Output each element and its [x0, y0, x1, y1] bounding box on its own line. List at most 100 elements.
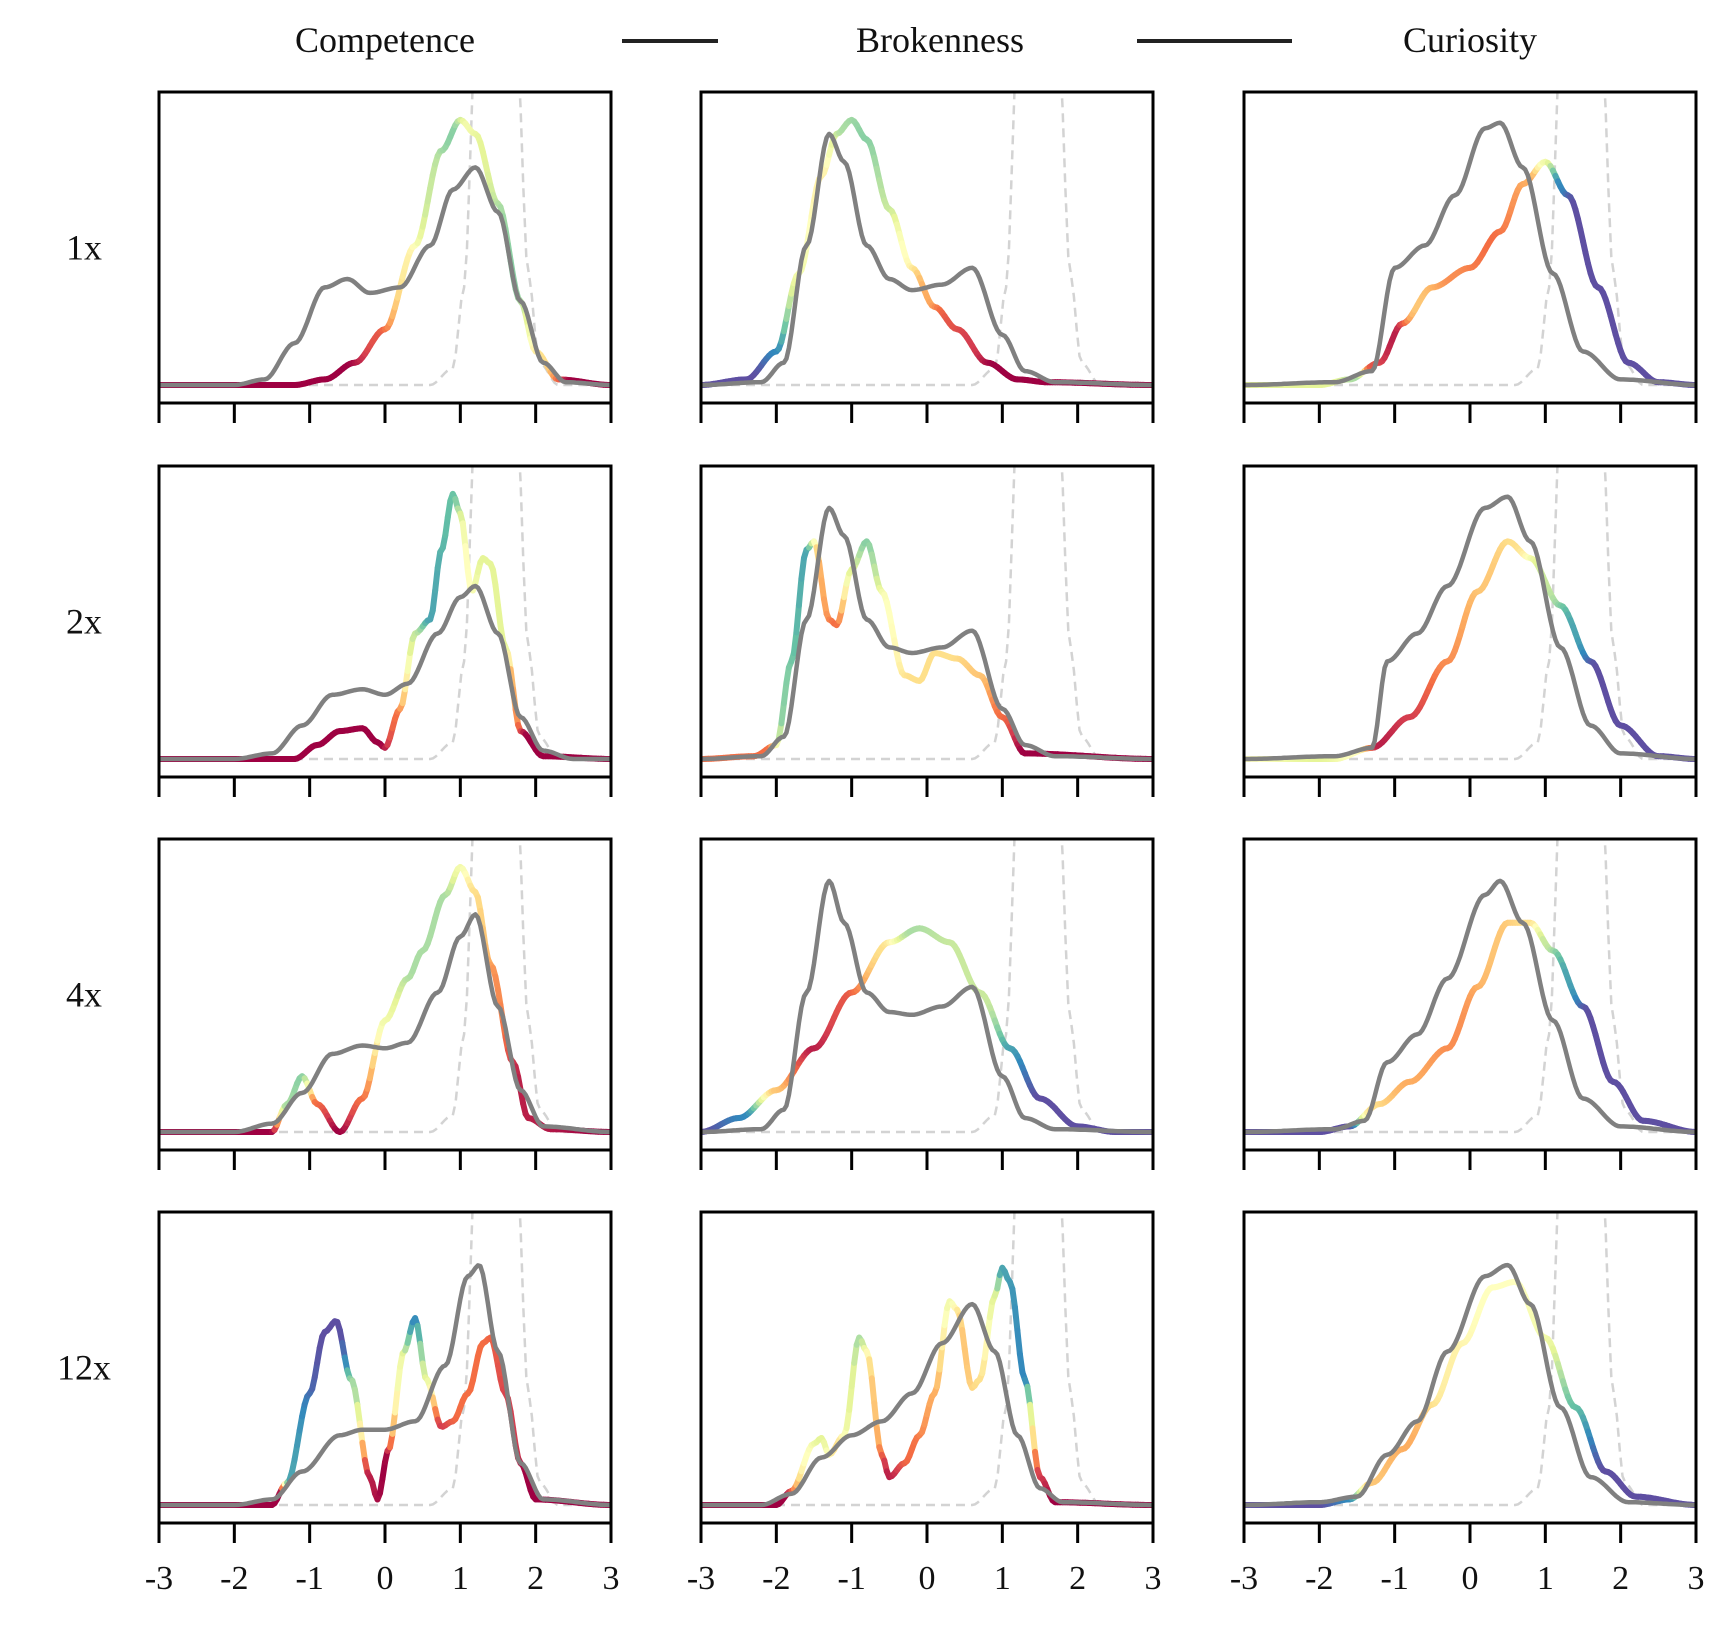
reference-curve-2	[1603, 839, 1696, 1134]
plot-area	[159, 92, 611, 388]
average-curve	[1244, 120, 1696, 388]
panel-curiosity-1x	[1242, 90, 1698, 423]
x-tick-label: 1	[994, 1560, 1011, 1597]
row-label-1x: 1x	[66, 228, 102, 268]
x-tick-label: -3	[1230, 1560, 1258, 1597]
x-tick-label: -2	[762, 1560, 790, 1597]
average-curve	[159, 912, 611, 1135]
colored-curve-segment	[417, 1340, 426, 1367]
colored-curve-segment	[1029, 1425, 1038, 1455]
colored-curve-segment	[394, 1363, 404, 1392]
plot-area	[701, 466, 1153, 762]
row-label-2x: 2x	[66, 602, 102, 642]
legend: Competence Brokenness Curiosity	[295, 20, 1537, 60]
colored-curve	[1244, 919, 1696, 1135]
x-tick-label: 0	[919, 1560, 936, 1597]
colored-curve-segment	[492, 582, 501, 609]
reference-curve-2	[1060, 839, 1153, 1134]
reference-curve-2	[518, 839, 611, 1134]
x-tick-label: 1	[452, 1560, 469, 1597]
reference-curve-1	[1244, 839, 1559, 1134]
colored-curve	[1244, 1278, 1696, 1508]
panel-competence-4x: 4x	[66, 837, 613, 1170]
colored-curve-segment	[356, 1420, 366, 1446]
plot-area	[1244, 1212, 1696, 1508]
colored-curve	[1244, 538, 1696, 762]
panel-brokenness-2x	[699, 464, 1155, 797]
colored-curve-segment	[389, 1409, 398, 1437]
colored-curve	[159, 1315, 611, 1508]
x-tick-label: -3	[145, 1560, 173, 1597]
reference-curve-1	[159, 839, 474, 1134]
panel-brokenness-12x: -3 -2 -1 0 1 2 3	[687, 1210, 1162, 1597]
colored-curve-segment	[959, 1327, 968, 1352]
panel-frame	[1242, 1210, 1698, 1525]
reference-curve-2	[1060, 466, 1153, 761]
colored-curve	[701, 1264, 1153, 1508]
panel-curiosity-2x	[1242, 464, 1698, 797]
colored-curve-segment	[1032, 1448, 1041, 1473]
reference-curve-2	[1060, 92, 1153, 387]
colored-curve	[159, 490, 611, 762]
reference-curve-2	[1060, 1212, 1153, 1507]
x-tick-label: 3	[603, 1560, 620, 1597]
colored-curve	[159, 116, 611, 388]
colored-curve-segment	[790, 629, 800, 657]
colored-curve-segment	[392, 1385, 401, 1416]
x-tick-label: -1	[1381, 1560, 1409, 1597]
colored-curve-segment	[462, 543, 471, 575]
plot-area	[159, 466, 611, 762]
x-tick-label: -2	[1305, 1560, 1333, 1597]
colored-curve-segment	[459, 520, 469, 550]
panel-grid: 1x 2x 4x -3 -2 -1 0 1 2 3 12x -3 -2 -1 0 1 2 3 -3 -2 -1 0 1 2 3	[57, 90, 1705, 1597]
colored-curve-segment	[873, 1425, 883, 1451]
panel-frame	[1242, 90, 1698, 405]
average-curve	[1244, 494, 1696, 762]
panel-curiosity-12x: -3 -2 -1 0 1 2 3	[1230, 1210, 1705, 1597]
plot-area	[1244, 92, 1696, 388]
x-tick-label: 0	[377, 1560, 394, 1597]
colored-curve-segment	[442, 514, 451, 539]
average-curve	[701, 878, 1153, 1135]
legend-label-curiosity: Curiosity	[1403, 20, 1537, 60]
colored-curve-segment	[1024, 1383, 1033, 1408]
panel-frame	[699, 464, 1155, 779]
legend-label-brokenness: Brokenness	[856, 20, 1024, 60]
plot-area	[159, 839, 611, 1135]
legend-label-competence: Competence	[295, 20, 475, 60]
reference-curve-1	[701, 839, 1016, 1134]
average-curve	[1244, 878, 1696, 1135]
colored-curve-segment	[936, 1344, 946, 1373]
reference-curve-1	[159, 92, 474, 387]
x-tick-label: -2	[220, 1560, 248, 1597]
colored-curve-segment	[429, 587, 439, 614]
reference-curve-2	[1603, 1212, 1696, 1507]
x-tick-label: 0	[1462, 1560, 1479, 1597]
colored-curve-segment	[1027, 1401, 1036, 1432]
colored-curve-segment	[846, 1383, 855, 1413]
panel-frame	[157, 837, 613, 1152]
average-curve	[701, 505, 1153, 762]
colored-curve-segment	[354, 1401, 363, 1427]
plot-area	[701, 1212, 1153, 1508]
colored-curve	[701, 925, 1153, 1135]
reference-curve-1	[159, 466, 474, 761]
reference-curve-2	[518, 466, 611, 761]
colored-curve-segment	[1009, 1286, 1018, 1311]
average-curve	[159, 583, 611, 762]
plot-area	[1244, 839, 1696, 1135]
colored-curve-segment	[1014, 1327, 1023, 1358]
x-tick-label: 3	[1145, 1560, 1162, 1597]
panel-competence-1x: 1x	[66, 90, 613, 423]
panel-brokenness-1x	[699, 90, 1155, 423]
colored-curve-segment	[780, 680, 790, 707]
average-curve	[159, 165, 611, 388]
average-curve	[701, 1301, 1153, 1508]
colored-curve-segment	[866, 1356, 875, 1382]
x-tick-label: -1	[296, 1560, 324, 1597]
x-tick-label: -3	[687, 1560, 715, 1597]
reference-curve-2	[518, 92, 611, 387]
x-tick-label: 2	[527, 1560, 544, 1597]
plot-area	[701, 92, 1153, 388]
